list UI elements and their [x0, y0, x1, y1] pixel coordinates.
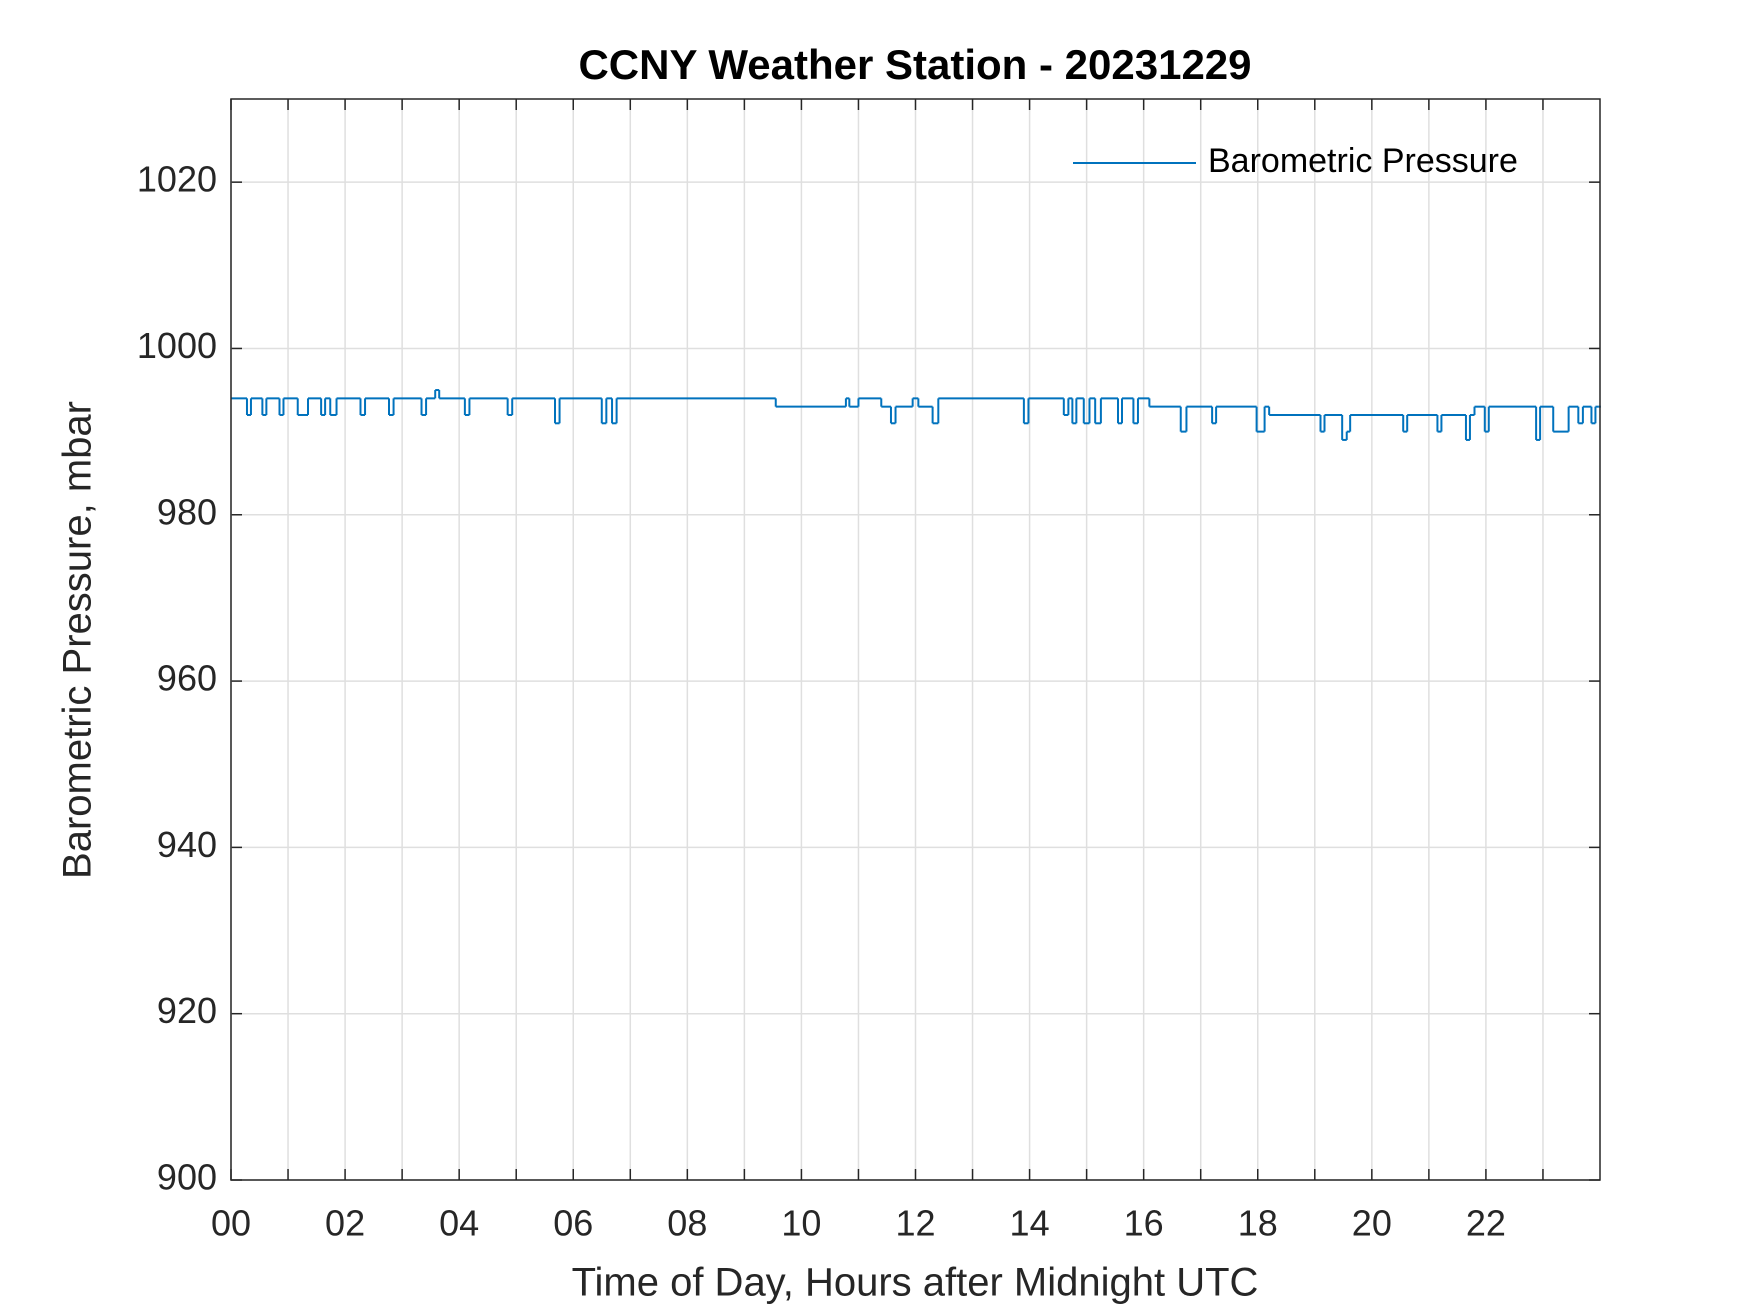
y-tick-label: 1000 [137, 325, 217, 366]
legend-label: Barometric Pressure [1208, 142, 1518, 180]
x-tick-label: 08 [667, 1203, 707, 1244]
y-tick-label: 980 [157, 491, 217, 532]
x-tick-label: 12 [895, 1203, 935, 1244]
x-axis-title: Time of Day, Hours after Midnight UTC [572, 1261, 1259, 1305]
x-tick-label: 18 [1238, 1203, 1278, 1244]
x-tick-label: 06 [553, 1203, 593, 1244]
y-tick-label: 960 [157, 658, 217, 699]
y-tick-label: 940 [157, 824, 217, 865]
y-axis-title: Barometric Pressure, mbar [56, 401, 100, 879]
x-tick-label: 20 [1352, 1203, 1392, 1244]
y-tick-label: 900 [157, 1157, 217, 1198]
x-tick-label: 16 [1124, 1203, 1164, 1244]
y-tick-label: 920 [157, 990, 217, 1031]
x-tick-label: 04 [439, 1203, 479, 1244]
plot-frame [230, 98, 1601, 1181]
y-tick-label: 1020 [137, 159, 217, 200]
x-tick-label: 00 [211, 1203, 251, 1244]
x-tick-label: 14 [1010, 1203, 1050, 1244]
x-tick-label: 02 [325, 1203, 365, 1244]
chart-title: CCNY Weather Station - 20231229 [578, 41, 1251, 88]
x-tick-label: 10 [781, 1203, 821, 1244]
x-tick-label: 22 [1466, 1203, 1506, 1244]
